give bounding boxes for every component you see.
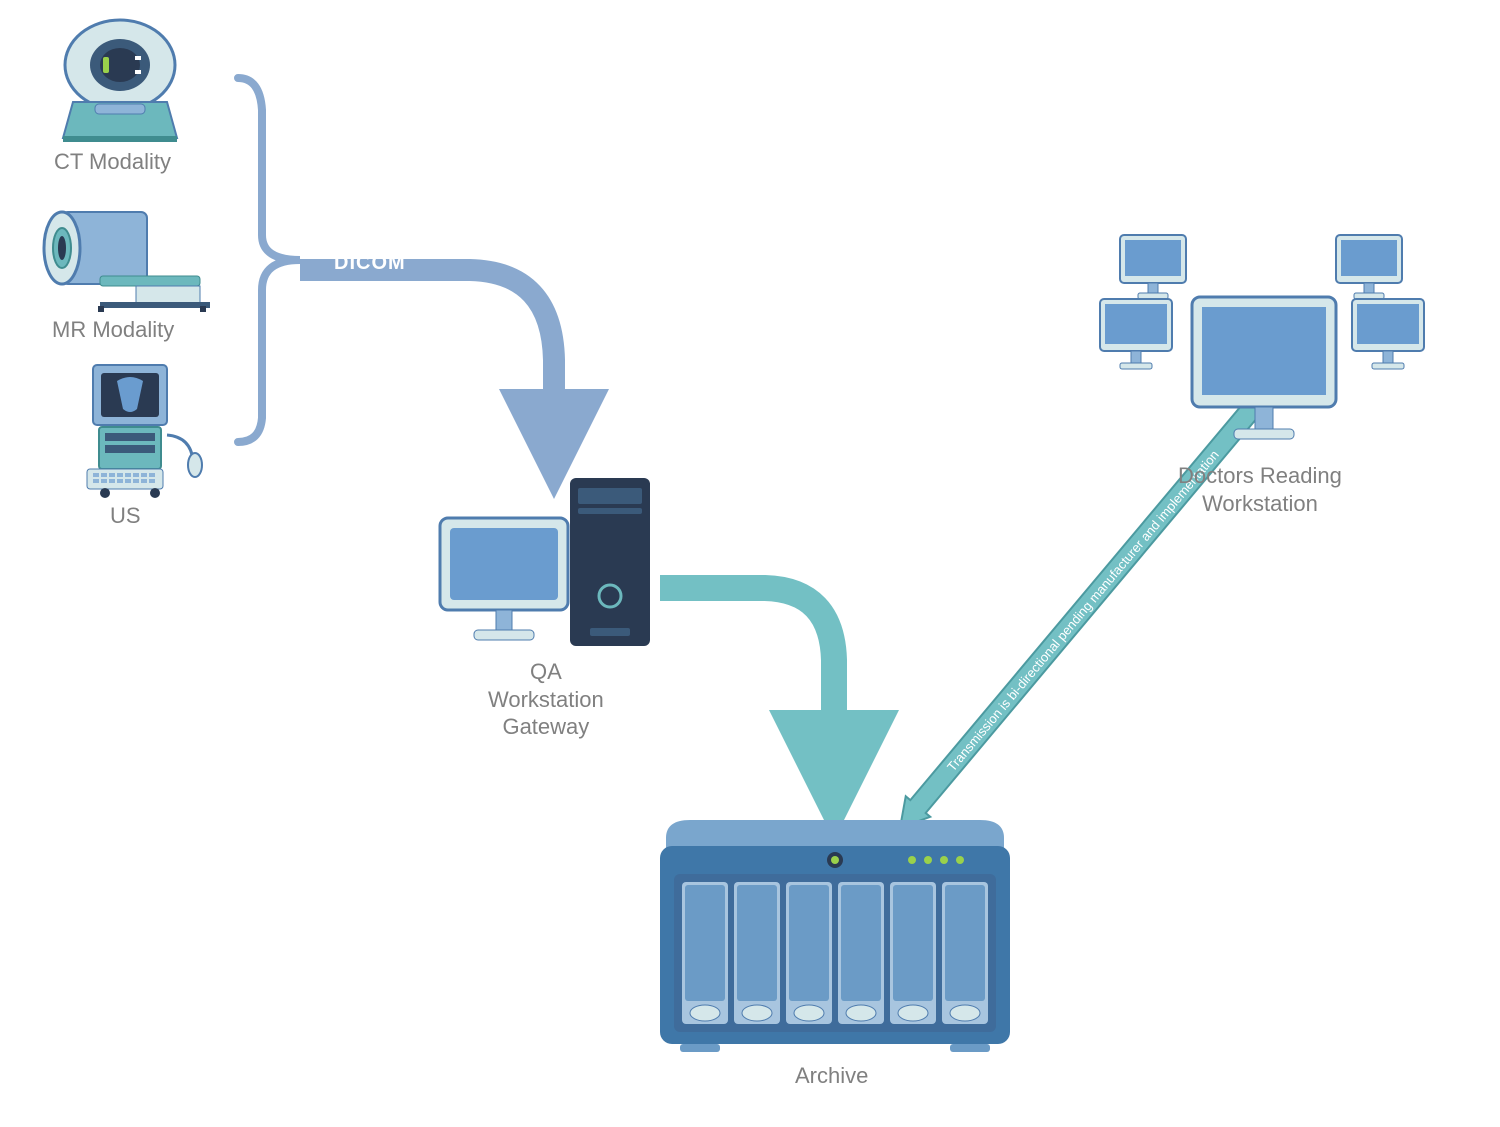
edge-dicom-label: DICOM <box>334 252 406 275</box>
qa-workstation-icon <box>440 478 650 646</box>
ct-modality-icon <box>63 20 177 142</box>
doctors-workstation-icon <box>1100 235 1424 439</box>
archive-label: Archive <box>795 1062 868 1090</box>
diagram-canvas: Transmission is bi-directional pending m… <box>0 0 1500 1127</box>
modalities-bracket <box>238 78 300 442</box>
edge-archive-doctors: Transmission is bi-directional pending m… <box>888 383 1278 839</box>
edge-dicom <box>300 270 554 455</box>
us-label: US <box>110 502 141 530</box>
mr-modality-label: MR Modality <box>52 316 174 344</box>
edge-qa-archive <box>660 588 834 788</box>
mr-modality-icon <box>44 212 210 312</box>
us-icon <box>87 365 202 498</box>
doctors-workstation-label: Doctors Reading Workstation <box>1178 462 1342 517</box>
qa-workstation-label: QA Workstation Gateway <box>488 658 604 741</box>
archive-icon <box>660 820 1010 1052</box>
ct-modality-label: CT Modality <box>54 148 171 176</box>
